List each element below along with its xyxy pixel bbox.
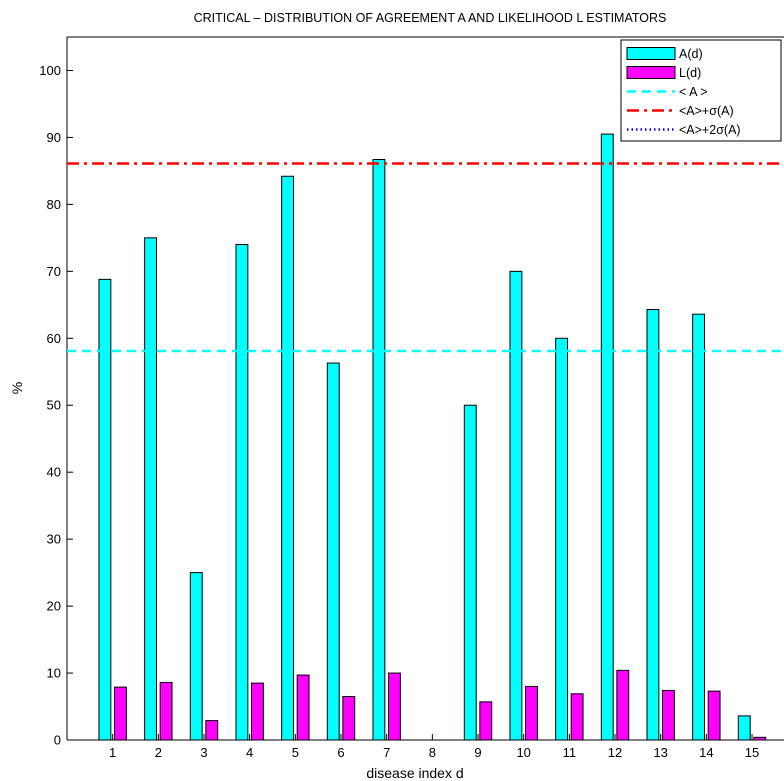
bar-a-6: [326, 362, 340, 741]
x-tick-label: 4: [246, 745, 253, 760]
bar-a-10: [509, 270, 523, 741]
legend: A(d) L(d) < A > <A>+σ(A) <A>+2σ(A): [620, 39, 782, 142]
y-tick-label: 0: [54, 733, 61, 748]
x-tick-label: 15: [745, 745, 759, 760]
legend-label: A(d): [679, 47, 703, 61]
x-tick-label: 7: [383, 745, 390, 760]
y-axis-label: %: [9, 382, 25, 394]
bar-l-6: [342, 695, 356, 741]
bar-a-12: [600, 133, 614, 741]
x-tick-label: 13: [653, 745, 667, 760]
y-tick-label: 20: [47, 599, 61, 614]
bar-l-9: [479, 701, 493, 741]
bar-l-11: [570, 693, 584, 741]
bar-l-12: [616, 669, 630, 741]
y-tick-label: 50: [47, 398, 61, 413]
bar-l-4: [251, 682, 264, 741]
x-tick-label: 3: [200, 745, 207, 760]
legend-label: < A >: [679, 85, 708, 99]
y-tick-label: 100: [39, 63, 61, 78]
legend-swatch: [626, 47, 676, 60]
chart-title: CRITICAL – DISTRIBUTION OF AGREEMENT A A…: [194, 11, 667, 25]
y-tick-label: 90: [47, 130, 61, 145]
legend-swatch: [626, 66, 676, 79]
y-tick-label: 30: [47, 532, 61, 547]
y-tick-label: 10: [47, 666, 61, 681]
bar-a-9: [463, 404, 477, 741]
x-tick-label: 8: [429, 745, 436, 760]
bar-l-15: [753, 736, 767, 741]
x-tick-label: 2: [155, 745, 162, 760]
legend-label: L(d): [679, 66, 701, 80]
x-tick-label: 10: [516, 745, 530, 760]
x-tick-label: 11: [563, 745, 577, 760]
bar-l-14: [707, 690, 721, 741]
bar-l-2: [159, 681, 173, 741]
legend-label: <A>+σ(A): [679, 104, 734, 118]
bar-l-13: [662, 689, 675, 741]
bar-l-3: [205, 720, 219, 741]
bar-a-5: [281, 175, 295, 741]
x-axis-label: disease index d: [366, 765, 463, 781]
x-tick-label: 5: [292, 745, 299, 760]
y-tick-label: 80: [47, 197, 61, 212]
x-tick-label: 14: [699, 745, 713, 760]
bar-a-7: [372, 159, 386, 741]
bar-a-11: [555, 337, 569, 741]
legend-label: <A>+2σ(A): [679, 123, 741, 137]
bar-a-15: [737, 715, 751, 741]
bar-a-2: [144, 237, 158, 741]
bar-l-5: [296, 674, 310, 741]
bar-a-1: [98, 278, 112, 741]
bar-a-14: [692, 313, 706, 741]
x-tick-label: 6: [337, 745, 344, 760]
x-tick-label: 1: [109, 745, 116, 760]
y-tick-label: 70: [47, 264, 61, 279]
y-tick-label: 60: [47, 331, 61, 346]
bar-l-10: [525, 685, 538, 741]
bar-a-13: [646, 308, 660, 741]
x-tick-label: 9: [474, 745, 481, 760]
bar-l-1: [113, 686, 127, 741]
x-tick-label: 12: [608, 745, 622, 760]
bar-a-3: [189, 572, 203, 741]
bar-l-7: [388, 672, 401, 741]
y-tick-label: 40: [47, 465, 61, 480]
bar-a-4: [235, 244, 249, 741]
